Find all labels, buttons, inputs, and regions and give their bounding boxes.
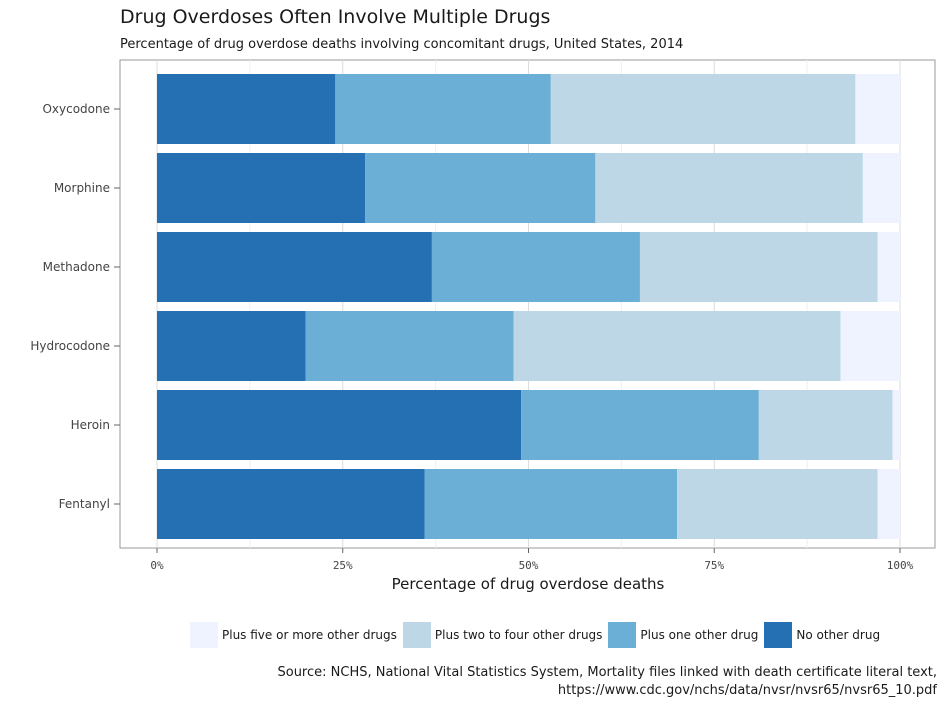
chart-title: Drug Overdoses Often Involve Multiple Dr… [120,6,551,28]
bar-segment [521,390,759,460]
legend-label: Plus five or more other drugs [222,628,397,642]
legend-item-no-other: No other drug [764,622,880,648]
bar-segment [157,469,425,539]
legend-item-two-to-four: Plus two to four other drugs [402,622,603,648]
legend: Plus five or more other drugs Plus two t… [190,622,886,648]
bar-segment [595,153,863,223]
bar-segment [855,74,900,144]
x-tick-label: 100% [887,559,914,572]
bar-segment [157,74,336,144]
legend-label: Plus two to four other drugs [434,628,603,642]
bar-segment [431,232,640,302]
bar-segment [335,74,551,144]
stacked-bar-chart: Oxycodone Morphine Methadone Hydrocodone Her… [30,59,936,593]
bar-segment [877,469,900,539]
bar-segment [862,153,900,223]
x-tick-label: 0% [150,559,164,572]
legend-swatch [764,622,793,648]
x-axis-title: Percentage of drug overdose deaths [392,575,665,593]
source-line-1: Source: NCHS, National Vital Statistics … [277,665,937,680]
y-axis-labels: Oxycodone Morphine Methadone Hydrocodone Her… [30,102,120,511]
x-tick-label: 50% [519,559,539,572]
chart-subtitle: Percentage of drug overdose deaths invol… [120,37,684,52]
bar-segment [639,232,878,302]
x-tick-label: 75% [704,559,724,572]
bar-segment [758,390,893,460]
y-tick-label: Heroin [71,418,110,432]
legend-label: Plus one other drug [640,628,759,642]
legend-label: No other drug [796,628,881,642]
bar-segment [424,469,678,539]
bar-segment [892,390,900,460]
legend-item-five-plus: Plus five or more other drugs [190,622,397,648]
bar-segment [157,390,522,460]
bar-segment [305,311,514,381]
x-tick-label: 25% [333,559,353,572]
bar-segment [157,232,432,302]
y-tick-label: Hydrocodone [30,339,110,353]
bar-segment [157,311,306,381]
source-url: https://www.cdc.gov/nchs/data/nvsr/nvsr6… [557,683,937,698]
bar-segment [840,311,900,381]
bar-segment [157,153,366,223]
bar-segment [550,74,856,144]
legend-swatch [190,622,218,648]
legend-swatch [608,622,637,648]
legend-item-one-other: Plus one other drug [608,622,758,648]
bar-segment [365,153,596,223]
y-tick-label: Morphine [54,181,110,195]
y-tick-label: Fentanyl [59,497,110,511]
source-note: Source: NCHS, National Vital Statistics … [277,664,937,700]
bar-segment [677,469,878,539]
legend-swatch [402,622,431,648]
bar-segment [513,311,841,381]
y-tick-label: Methadone [43,260,110,274]
bars-group [157,74,900,539]
y-tick-label: Oxycodone [42,102,110,116]
bar-segment [877,232,900,302]
x-axis-ticks: 0% 25% 50% 75% 100% [150,548,914,572]
